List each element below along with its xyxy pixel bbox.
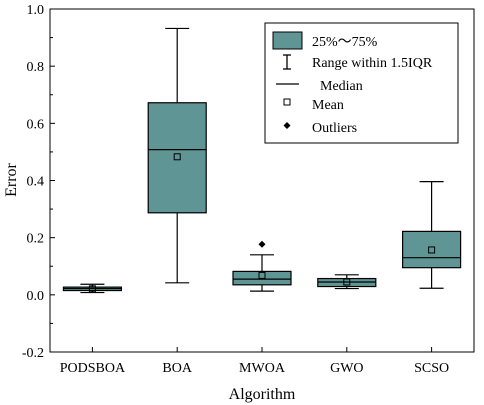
legend-mean-label: Mean [312,98,344,113]
x-tick-label-mwoa: MWOA [239,361,286,376]
iqr-box-scso [402,230,462,269]
y-tick-label-0: -0.2 [22,346,44,361]
boxes-layer [62,27,462,294]
y-axis-label: Error [3,162,20,196]
mean-marker-mwoa [258,271,266,279]
y-tick-label-5: 0.8 [27,60,45,75]
y-tick-label-3: 0.4 [27,175,45,190]
legend-box-label: 25%～75% [312,35,378,50]
box-boa [147,27,207,284]
box-podsboa [62,283,123,294]
mean-marker-podsboa [88,285,96,293]
y-tick-label-4: 0.6 [27,117,45,132]
legend: 25%～75% Range within 1.5IQR Median Mean … [264,22,459,144]
y-tick-label-2: 0.2 [27,232,45,247]
legend-mean-marker [283,98,291,106]
x-tick-label-boa: BOA [162,361,192,376]
iqr-box-boa [147,102,207,214]
mean-marker-scso [428,246,436,254]
x-tick-label-gwo: GWO [330,361,363,376]
legend-outliers-label: Outliers [312,121,357,136]
box-mwoa [232,240,292,292]
x-axis-label: Algorithm [229,386,296,403]
legend-box-swatch [272,31,303,50]
box-gwo [317,274,377,290]
box-scso [402,181,462,289]
y-tick-label-1: 0.0 [27,289,45,304]
mean-marker-boa [173,153,181,161]
legend-whisker-label: Range within 1.5IQR [312,56,433,71]
y-tick-label-6: 1.0 [27,3,45,18]
mean-marker-gwo [343,278,351,286]
x-tick-label-podsboa: PODSBOA [60,361,126,376]
axes-layer: -0.2 0.0 0.2 0.4 0.6 0.8 1.0 PODSBOA BOA MWOA GWO S… [22,3,449,376]
legend-outlier-marker [283,122,291,129]
outlier-marker-mwoa-0 [258,240,266,248]
legend-median-label: Median [320,79,363,94]
legend-whisker-symbol [283,54,291,70]
x-tick-label-scso: SCSO [414,361,449,376]
